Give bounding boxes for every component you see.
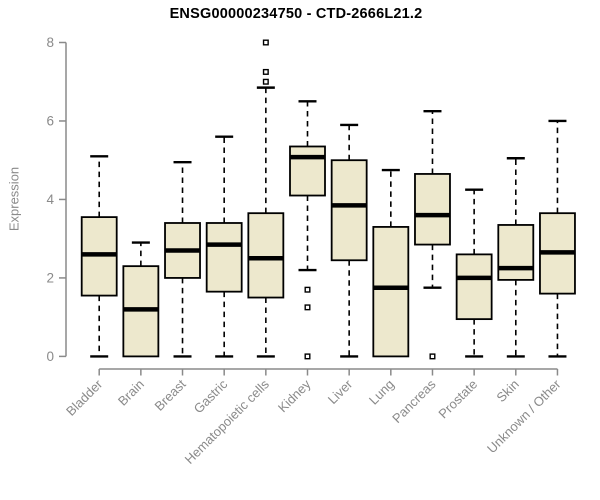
outlier-point [304,304,311,311]
iqr-box [330,159,368,262]
box-group [205,135,243,358]
x-tick-label: Pancreas [389,376,439,426]
outlier-point [262,78,269,85]
chart-title: ENSG00000234750 - CTD-2666L21.2 [169,6,423,22]
y-tick-label: 2 [46,270,54,285]
iqr-box [205,222,243,293]
y-tick-label: 4 [46,192,54,207]
box-group [289,100,326,360]
box-group [164,160,201,358]
iqr-box [372,226,410,358]
box-group [497,157,535,358]
x-tick-label: Liver [325,376,356,407]
y-tick-label: 6 [46,113,54,128]
iqr-box [414,173,451,246]
box-group [455,188,493,358]
outlier-point [262,39,269,46]
box-group [247,39,285,358]
x-tick-label: Unknown / Other [484,376,564,456]
box-group [80,155,118,358]
outlier-point [304,353,311,360]
outlier-point [429,353,436,360]
x-tick-label: Lung [366,377,397,408]
iqr-box [455,253,493,321]
iqr-box [497,224,535,281]
box-group [372,168,410,358]
x-tick-label: Brain [115,377,147,409]
x-tick-label: Breast [151,376,188,413]
y-axis-label: Expression [6,166,22,232]
y-tick-label: 8 [46,35,54,50]
outlier-point [262,68,269,75]
y-tick-label: 0 [46,349,54,364]
box-group [414,109,451,360]
box-group [330,123,368,358]
iqr-box [289,145,326,197]
outlier-point [304,286,311,293]
iqr-box [247,212,285,299]
x-tick-label: Skin [493,377,521,405]
x-tick-label: Bladder [63,376,106,419]
x-tick-label: Gastric [191,376,231,416]
box-group [122,241,160,358]
box-group [539,119,576,358]
x-tick-label: Prostate [435,377,480,422]
x-tick-label: Kidney [275,376,314,415]
